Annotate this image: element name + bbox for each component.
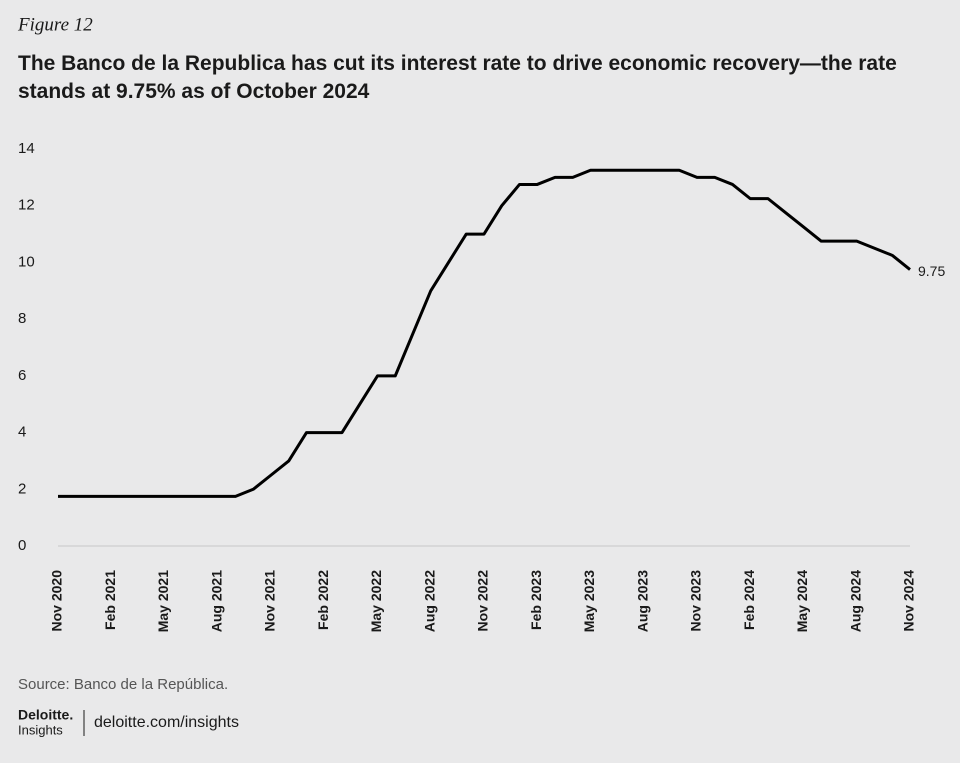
y-tick-label: 6 [18,367,26,384]
x-tick-label: Feb 2023 [528,570,544,630]
figure-label: Figure 12 [17,14,93,35]
x-tick-label: Aug 2023 [634,570,650,632]
y-tick-label: 14 [18,140,35,157]
x-tick-label: Nov 2021 [262,570,278,632]
x-tick-label: Aug 2022 [421,570,437,632]
x-tick-label: May 2024 [794,570,810,632]
x-tick-label: Aug 2021 [208,570,224,632]
chart-title: The Banco de la Republica has cut its in… [18,52,897,103]
data-label: 9.75 [918,263,945,279]
x-tick-label: Nov 2023 [688,570,704,632]
x-tick-label: Aug 2024 [847,570,863,632]
x-tick-label: Feb 2022 [315,570,331,630]
line [58,168,911,498]
source: Source: Banco de la República. [18,676,228,693]
brand-sub: Insights [18,722,63,737]
x-tick-label: Feb 2021 [102,570,118,630]
x-tick-label: May 2023 [581,570,597,632]
x-tick-label: Feb 2024 [741,570,757,630]
y-tick-label: 2 [18,480,26,497]
y-tick-label: 4 [18,424,26,441]
x-tick-label: May 2021 [155,570,171,632]
x-tick-label: Nov 2020 [49,570,65,632]
brand: Deloitte. [18,707,73,723]
x-tick-label: Nov 2024 [901,570,917,632]
footer-url: deloitte.com/insights [94,714,239,731]
y-tick-label: 12 [18,197,35,214]
x-tick-label: May 2022 [368,570,384,632]
x-tick-label: Nov 2022 [475,570,491,632]
y-tick-label: 10 [18,253,35,270]
y-tick-label: 8 [18,310,26,327]
y-tick-label: 0 [18,537,26,554]
